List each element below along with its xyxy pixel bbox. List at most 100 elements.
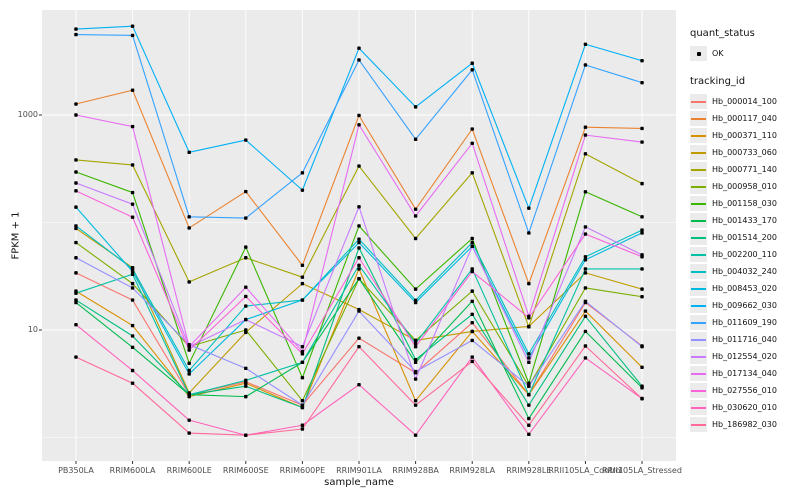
legend-item-Hb_002200_110: Hb_002200_110 — [690, 246, 800, 263]
data-point — [130, 215, 135, 219]
legend-key-ok — [690, 46, 707, 61]
data-point — [413, 344, 418, 349]
data-point — [74, 158, 78, 162]
data-point — [74, 170, 78, 174]
data-point — [470, 127, 474, 131]
legend-item-Hb_000958_010: Hb_000958_010 — [690, 178, 800, 195]
data-point — [640, 384, 644, 388]
line-swatch-icon — [691, 389, 706, 392]
data-point — [583, 42, 588, 46]
legend-key-swatch — [690, 349, 707, 364]
data-point — [640, 215, 644, 219]
data-point — [640, 140, 644, 144]
x-tick-label: RRIM928LE — [506, 466, 552, 475]
x-tick-label: RRIM600LE — [166, 466, 212, 475]
legend-item-label: Hb_002200_110 — [712, 250, 777, 259]
data-point — [527, 316, 531, 320]
data-point — [300, 403, 305, 407]
data-point — [583, 286, 588, 290]
data-point — [583, 344, 588, 348]
data-point — [470, 299, 474, 303]
legend-item-label: Hb_000771_140 — [712, 165, 777, 174]
line-swatch-icon — [691, 321, 706, 324]
data-point — [640, 58, 644, 63]
line-swatch-icon — [691, 151, 706, 154]
legend-key-swatch — [690, 145, 707, 160]
legend-item-label: Hb_004032_240 — [712, 267, 777, 276]
data-point — [187, 361, 191, 366]
data-point — [300, 275, 305, 279]
legend-item-Hb_000014_100: Hb_000014_100 — [690, 93, 800, 110]
legend-item-label: Hb_000958_010 — [712, 182, 777, 191]
line-swatch-icon — [691, 100, 706, 103]
data-point — [470, 236, 474, 241]
data-point — [300, 344, 305, 349]
data-point — [187, 150, 191, 154]
legend-title-tracking-id: tracking_id — [690, 76, 746, 87]
line-swatch-icon — [691, 202, 706, 205]
y-tick-label: 10 — [27, 325, 38, 334]
legend-item-Hb_001433_170: Hb_001433_170 — [690, 212, 800, 229]
legend-key-swatch — [690, 281, 707, 296]
legend-item-label: Hb_008453_020 — [712, 284, 777, 293]
data-point — [130, 124, 135, 129]
x-tick-label: RRIM600LA — [109, 466, 156, 475]
data-point — [130, 286, 135, 290]
legend-key-swatch — [690, 196, 707, 211]
data-point — [357, 240, 361, 245]
legend-item-Hb_011716_040: Hb_011716_040 — [690, 331, 800, 348]
data-point — [583, 309, 588, 313]
data-point — [357, 263, 361, 267]
data-point — [130, 24, 135, 28]
data-point — [583, 299, 588, 303]
x-tick-label: RRIM600SE — [222, 466, 269, 475]
legend-item-Hb_001158_030: Hb_001158_030 — [690, 195, 800, 212]
line-swatch-icon — [691, 338, 706, 341]
data-point — [640, 365, 644, 369]
data-point — [300, 171, 305, 175]
data-point — [470, 269, 474, 274]
data-point — [527, 393, 531, 397]
data-point — [640, 80, 644, 85]
legend-item-label: Hb_000371_110 — [712, 131, 777, 140]
data-point — [470, 68, 474, 72]
data-point — [244, 304, 248, 308]
data-point — [470, 329, 474, 334]
data-point — [130, 163, 135, 167]
data-point — [470, 141, 474, 146]
legend-item-label: Hb_009662_030 — [712, 301, 777, 310]
legend-item-Hb_008453_020: Hb_008453_020 — [690, 280, 800, 297]
legend-item-label: Hb_030620_010 — [712, 403, 777, 412]
data-point — [470, 61, 474, 65]
legend-item-Hb_000771_140: Hb_000771_140 — [690, 161, 800, 178]
data-point — [74, 355, 78, 359]
data-point — [413, 433, 418, 437]
legend-item-Hb_186982_030: Hb_186982_030 — [690, 416, 800, 433]
data-point — [187, 418, 191, 422]
data-point — [74, 298, 78, 302]
data-point — [413, 369, 418, 374]
line-swatch-icon — [691, 270, 706, 273]
data-point — [300, 281, 305, 286]
line-swatch-icon — [691, 287, 706, 290]
data-point — [413, 398, 418, 403]
data-point — [187, 431, 191, 435]
x-tick-label: RRII105LA_Stressed — [602, 466, 682, 475]
data-point — [244, 189, 248, 194]
data-point — [527, 360, 531, 365]
legend-item-Hb_030620_010: Hb_030620_010 — [690, 399, 800, 416]
data-point — [244, 384, 248, 388]
line-swatch-icon — [691, 372, 706, 375]
point-icon — [696, 51, 701, 56]
legend-item-Hb_017134_040: Hb_017134_040 — [690, 365, 800, 382]
data-point — [583, 190, 588, 194]
data-point — [527, 206, 531, 210]
legend-item-Hb_000117_040: Hb_000117_040 — [690, 110, 800, 127]
data-point — [357, 309, 361, 313]
data-point — [470, 320, 474, 325]
data-point — [640, 344, 644, 349]
data-point — [527, 325, 531, 329]
data-point — [74, 291, 78, 295]
data-point — [130, 267, 135, 271]
x-tick-label: RRIM600PE — [279, 466, 326, 475]
